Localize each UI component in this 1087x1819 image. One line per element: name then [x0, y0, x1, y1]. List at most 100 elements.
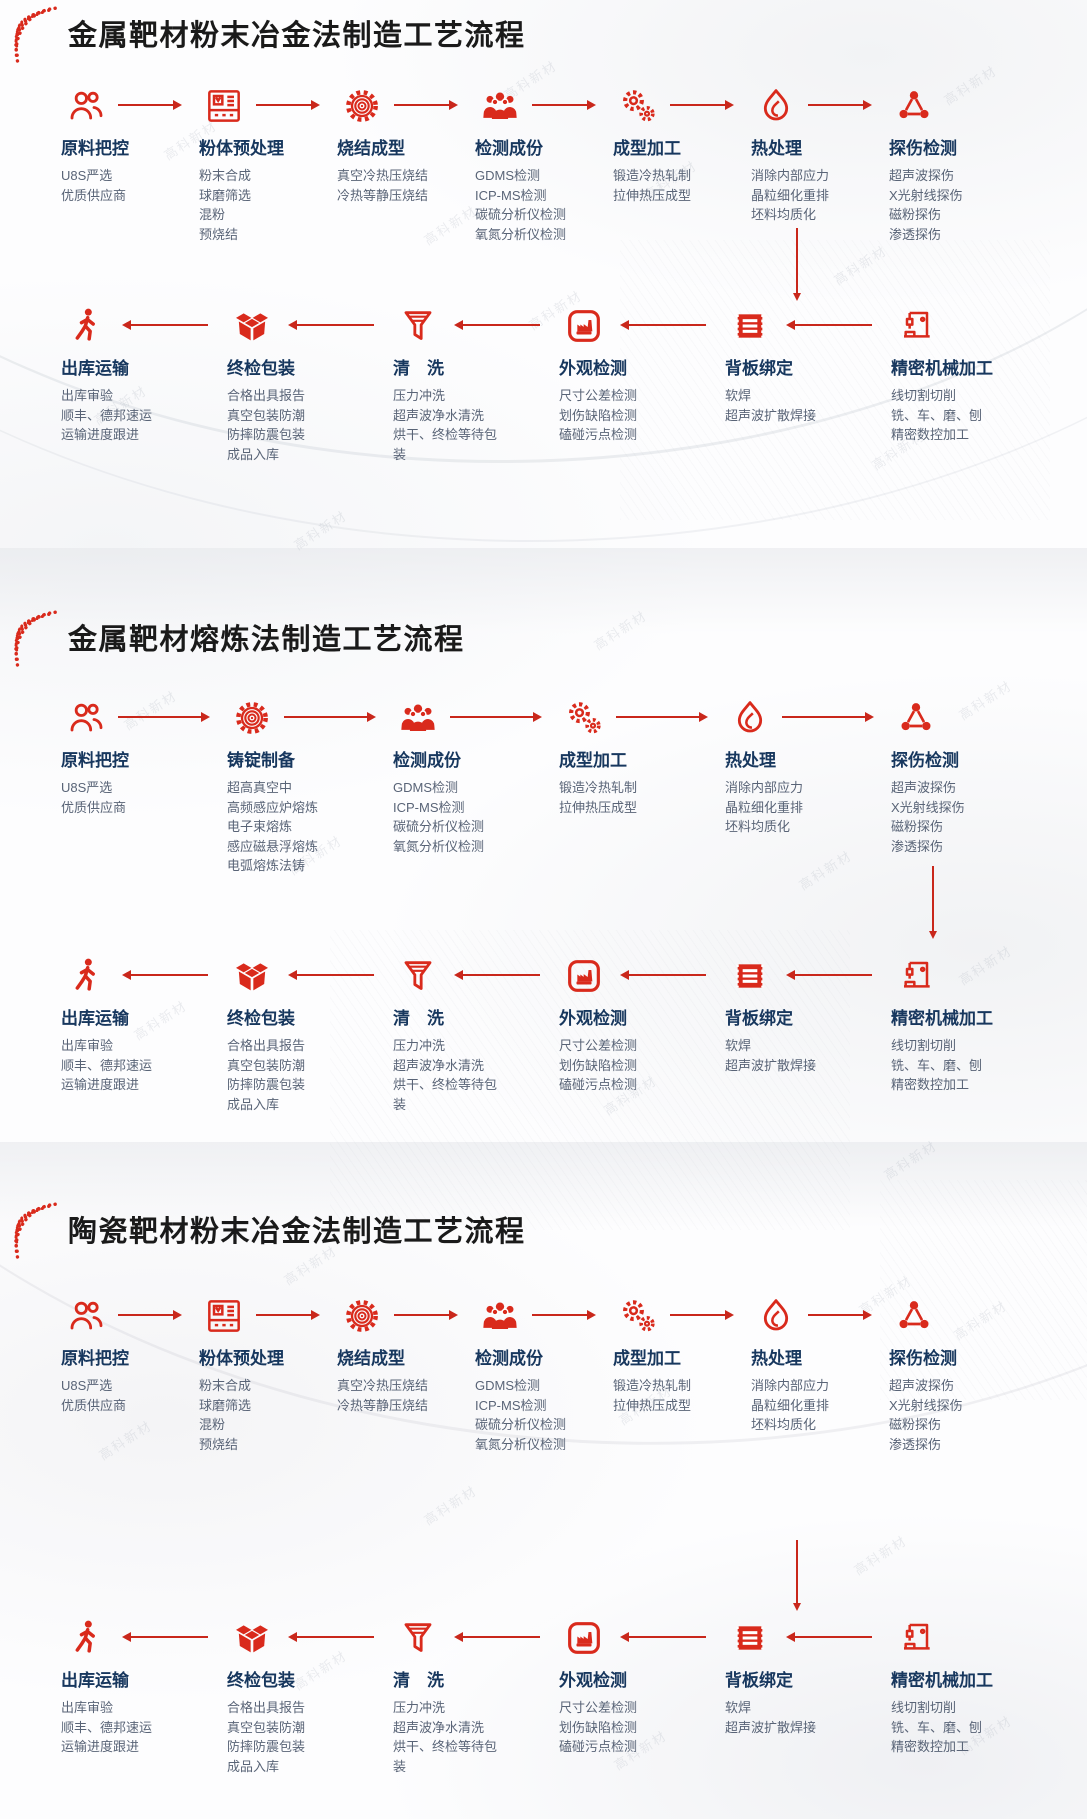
step-detail: 铣、车、磨、刨	[891, 407, 983, 423]
step-detail: GDMS检测	[393, 780, 459, 795]
process-step: 成型加工 锻造冷热轧制 拉伸热压成型	[548, 698, 714, 876]
funnel-icon	[398, 1618, 438, 1658]
process-step: 粉体预处理粉末合成 球磨筛选 混粉 预烧结	[188, 86, 326, 244]
process-row-forward: 原料把控 U8S严选 优质供应商 粉体预处理 粉末合成 球磨筛选 混粉 预烧结 烧结成型 真空冷热…	[50, 1296, 1016, 1454]
step-detail: 软焊	[725, 1038, 752, 1053]
step-title: 精密机械加工	[891, 359, 993, 378]
arrow-right-icon	[532, 99, 596, 110]
appearance-check-icon	[564, 306, 604, 346]
step-title: 外观检测	[559, 1009, 627, 1028]
step-detail: 合格出具报告	[227, 1700, 306, 1715]
step-title: 终检包装	[227, 1009, 295, 1028]
step-detail: 混粉	[199, 1417, 226, 1432]
step-detail-list: GDMS检测 ICP-MS检测 碳硫分析仪检测 氧氮分析仪检测	[393, 778, 537, 856]
step-detail: 真空包装防潮	[227, 407, 306, 423]
step-detail: 坯料均质化	[751, 207, 817, 222]
step-detail: 磁粉探伤	[889, 207, 942, 222]
process-row-forward: 原料把控 U8S严选 优质供应商 铸锭制备 超高真空中 高频感应炉熔炼 电子束熔炼 感应磁悬浮…	[50, 698, 1046, 876]
flame-icon	[756, 1296, 796, 1336]
step-detail-list: 压力冲洗 超声波净水清洗 烘干、终检等待包装	[393, 1036, 505, 1114]
users-outline-icon	[66, 1296, 106, 1336]
step-detail: U8S严选	[61, 168, 113, 183]
step-detail-list: 消除内部应力 晶粒细化重排 坯料均质化	[751, 1376, 867, 1435]
step-detail-list: 软焊 超声波扩散焊接	[725, 386, 837, 425]
gears-icon	[618, 86, 658, 126]
process-step: 出库运输 出库审验 顺丰、德邦速运 运输进度跟进	[50, 1618, 216, 1776]
step-detail-list: 合格出具报告 真空包装防潮 防摔防震包装 成品入库	[227, 386, 339, 464]
step-detail: 预烧结	[199, 1436, 239, 1452]
step-detail: 防摔防震包装	[227, 427, 306, 442]
arrow-right-icon	[118, 711, 210, 722]
step-title: 清 洗	[393, 359, 444, 378]
step-detail: 出库审验	[61, 388, 114, 403]
cnc-machine-icon	[896, 1618, 936, 1658]
step-detail: 粉末合成	[199, 1378, 252, 1393]
step-detail: 线切割切削	[891, 1038, 957, 1053]
arrow-left-icon	[454, 319, 540, 330]
step-detail-list: 超高真空中 高频感应炉熔炼 电子束熔炼 感应磁悬浮熔炼 电弧熔炼法铸	[227, 778, 371, 876]
team-icon	[480, 1296, 520, 1336]
process-step: 外观检测 尺寸公差检测 划伤缺陷检测 磕碰污点检测	[548, 1618, 714, 1776]
arrow-left-icon	[786, 969, 872, 980]
step-detail: 超高真空中	[227, 780, 293, 795]
users-outline-icon	[66, 698, 106, 738]
arrow-left-icon	[454, 1631, 540, 1642]
arrow-left-icon	[122, 969, 208, 980]
step-detail-list: 软焊 超声波扩散焊接	[725, 1698, 837, 1737]
step-detail: 拉伸热压成型	[559, 799, 638, 815]
step-detail: 超声波扩散焊接	[725, 1057, 817, 1073]
step-detail: 真空包装防潮	[227, 1057, 306, 1073]
step-title: 成型加工	[613, 1349, 681, 1368]
process-row-backward: 出库运输 出库审验 顺丰、德邦速运 运输进度跟进 终检包装 合格出具报告 真空包装防潮 防摔防…	[50, 956, 1046, 1114]
step-title: 检测成份	[393, 751, 461, 770]
step-detail: 划伤缺陷检测	[559, 1057, 638, 1073]
appearance-check-icon	[564, 956, 604, 996]
step-detail: 真空冷热压烧结	[337, 1378, 429, 1393]
step-detail: 划伤缺陷检测	[559, 1719, 638, 1735]
team-icon	[398, 698, 438, 738]
process-step: 清 洗压力冲洗 超声波净水清洗 烘干、终检等待包装	[382, 306, 548, 464]
process-step: 检测成份 GDMS检测 ICP-MS检测 碳硫分析仪检测 氧氮分析仪检测	[464, 86, 602, 244]
step-title: 外观检测	[559, 1671, 627, 1690]
arrow-right-icon	[256, 1309, 320, 1320]
section-header: 金属靶材熔炼法制造工艺流程	[10, 608, 465, 674]
step-detail-list: 粉末合成 球磨筛选 混粉 预烧结	[199, 166, 315, 244]
step-title: 精密机械加工	[891, 1009, 993, 1028]
arrow-right-icon	[118, 1309, 182, 1320]
process-step: 外观检测 尺寸公差检测 划伤缺陷检测 磕碰污点检测	[548, 306, 714, 464]
step-title: 探伤检测	[889, 139, 957, 158]
step-detail: 烘干、终检等待包装	[393, 427, 498, 462]
step-detail-list: 锻造冷热轧制 拉伸热压成型	[613, 166, 729, 205]
walking-person-icon	[66, 956, 106, 996]
arrow-left-icon	[288, 969, 374, 980]
step-detail: 电弧熔炼法铸	[227, 858, 306, 873]
open-box-icon	[232, 306, 272, 346]
step-title: 探伤检测	[889, 1349, 957, 1368]
arrow-left-icon	[454, 969, 540, 980]
step-detail: 超声波净水清洗	[393, 1057, 485, 1073]
arrow-right-icon	[118, 99, 182, 110]
arrow-right-icon	[808, 1309, 872, 1320]
process-step: 检测成份 GDMS检测 ICP-MS检测 碳硫分析仪检测 氧氮分析仪检测	[382, 698, 548, 876]
step-detail-list: 压力冲洗 超声波净水清洗 烘干、终检等待包装	[393, 1698, 505, 1776]
cnc-machine-icon	[896, 956, 936, 996]
step-detail: 氧氮分析仪检测	[475, 226, 567, 242]
arrow-right-icon	[616, 711, 708, 722]
step-title: 检测成份	[475, 139, 543, 158]
step-detail: 碳硫分析仪检测	[475, 207, 567, 222]
flame-icon	[756, 86, 796, 126]
step-detail: 运输进度跟进	[61, 1739, 140, 1754]
step-detail: 坯料均质化	[725, 819, 791, 834]
step-detail-list: 粉末合成 球磨筛选 混粉 预烧结	[199, 1376, 315, 1454]
step-detail: 线切割切削	[891, 1700, 957, 1715]
step-detail: 运输进度跟进	[61, 427, 140, 442]
step-detail-list: 消除内部应力 晶粒细化重排 坯料均质化	[751, 166, 867, 225]
process-step: 成型加工 锻造冷热轧制 拉伸热压成型	[602, 86, 740, 244]
step-detail-list: U8S严选 优质供应商	[61, 1376, 177, 1415]
step-title: 粉体预处理	[199, 139, 284, 158]
powder-machine-icon	[204, 86, 244, 126]
stamp-ticket-icon	[730, 956, 770, 996]
step-detail: 超声波净水清洗	[393, 407, 485, 423]
step-detail-list: 软焊 超声波扩散焊接	[725, 1036, 837, 1075]
step-title: 热处理	[725, 751, 776, 770]
